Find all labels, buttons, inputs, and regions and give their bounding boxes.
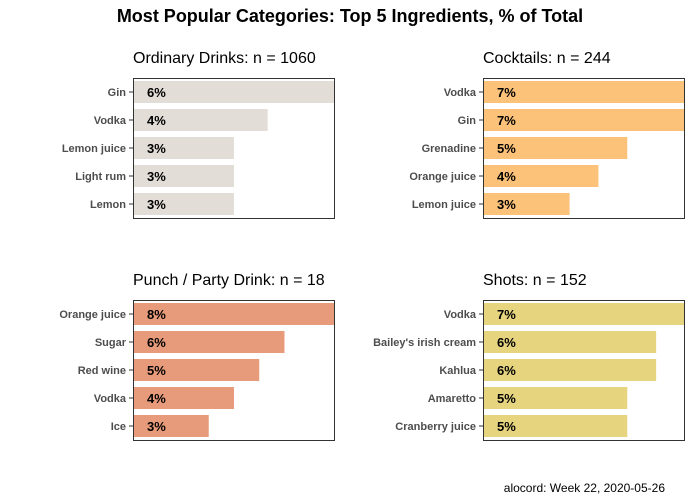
panels: Ordinary Drinks: n = 1060 Gin 6% Vodka 4% Lem… [59, 50, 685, 441]
category-label: Lemon juice [62, 143, 126, 155]
category-label: Kahlua [439, 365, 477, 377]
bar [133, 331, 285, 353]
panel-title: Punch / Party Drink: n = 18 [133, 272, 325, 289]
chart-title: Most Popular Categories: Top 5 Ingredien… [117, 6, 583, 26]
bar [483, 193, 570, 215]
panel-3: Punch / Party Drink: n = 18 Orange juice 8… [59, 272, 335, 441]
category-label: Vodka [444, 87, 477, 99]
value-label: 3% [497, 197, 516, 212]
value-label: 7% [497, 307, 516, 322]
bar [133, 193, 234, 215]
category-label: Gin [458, 115, 477, 127]
value-label: 6% [497, 363, 516, 378]
category-label: Amaretto [428, 393, 477, 405]
bar [133, 165, 234, 187]
value-label: 7% [497, 113, 516, 128]
panel-title: Shots: n = 152 [483, 272, 587, 289]
panel-border [133, 78, 335, 219]
bar [483, 137, 628, 159]
value-label: 3% [147, 419, 166, 434]
category-label: Vodka [94, 393, 127, 405]
value-label: 4% [497, 169, 516, 184]
bar [133, 109, 268, 131]
bar [133, 81, 335, 103]
category-label: Orange juice [409, 171, 476, 183]
caption: alocord: Week 22, 2020-05-26 [504, 481, 666, 495]
panel-4: Shots: n = 152 Vodka 7% Bailey's irish crea… [373, 272, 685, 441]
category-label: Lemon [90, 199, 126, 211]
value-label: 4% [147, 113, 166, 128]
category-label: Orange juice [59, 309, 126, 321]
bar [133, 415, 209, 437]
bar [483, 165, 599, 187]
panel-border [483, 300, 685, 441]
bar [133, 303, 335, 325]
bar [133, 137, 234, 159]
bar [483, 81, 685, 103]
category-label: Bailey's irish cream [373, 337, 476, 349]
bar [483, 331, 657, 353]
value-label: 7% [497, 85, 516, 100]
value-label: 3% [147, 141, 166, 156]
value-label: 5% [147, 363, 166, 378]
category-label: Vodka [444, 309, 477, 321]
value-label: 5% [497, 419, 516, 434]
value-label: 8% [147, 307, 166, 322]
bar [483, 109, 685, 131]
category-label: Ice [111, 421, 126, 433]
category-label: Sugar [95, 337, 127, 349]
panel-border [483, 78, 685, 219]
category-label: Light rum [75, 171, 126, 183]
panel-title: Cocktails: n = 244 [483, 50, 611, 67]
value-label: 3% [147, 197, 166, 212]
value-label: 5% [497, 391, 516, 406]
value-label: 6% [147, 335, 166, 350]
category-label: Red wine [78, 365, 126, 377]
category-label: Grenadine [422, 143, 476, 155]
category-label: Vodka [94, 115, 127, 127]
panel-border [133, 300, 335, 441]
bar [483, 387, 628, 409]
value-label: 5% [497, 141, 516, 156]
category-label: Gin [108, 87, 127, 99]
bar [483, 359, 657, 381]
value-label: 6% [147, 85, 166, 100]
value-label: 3% [147, 169, 166, 184]
bar [133, 387, 234, 409]
panel-1: Ordinary Drinks: n = 1060 Gin 6% Vodka 4% Lem… [62, 50, 335, 219]
category-label: Cranberry juice [395, 421, 476, 433]
value-label: 6% [497, 335, 516, 350]
value-label: 4% [147, 391, 166, 406]
panel-2: Cocktails: n = 244 Vodka 7% Gin 7% Grenadine 5… [409, 50, 685, 219]
panel-title: Ordinary Drinks: n = 1060 [133, 50, 316, 67]
category-label: Lemon juice [412, 199, 476, 211]
bar [483, 303, 685, 325]
bar [133, 359, 260, 381]
bar [483, 415, 628, 437]
